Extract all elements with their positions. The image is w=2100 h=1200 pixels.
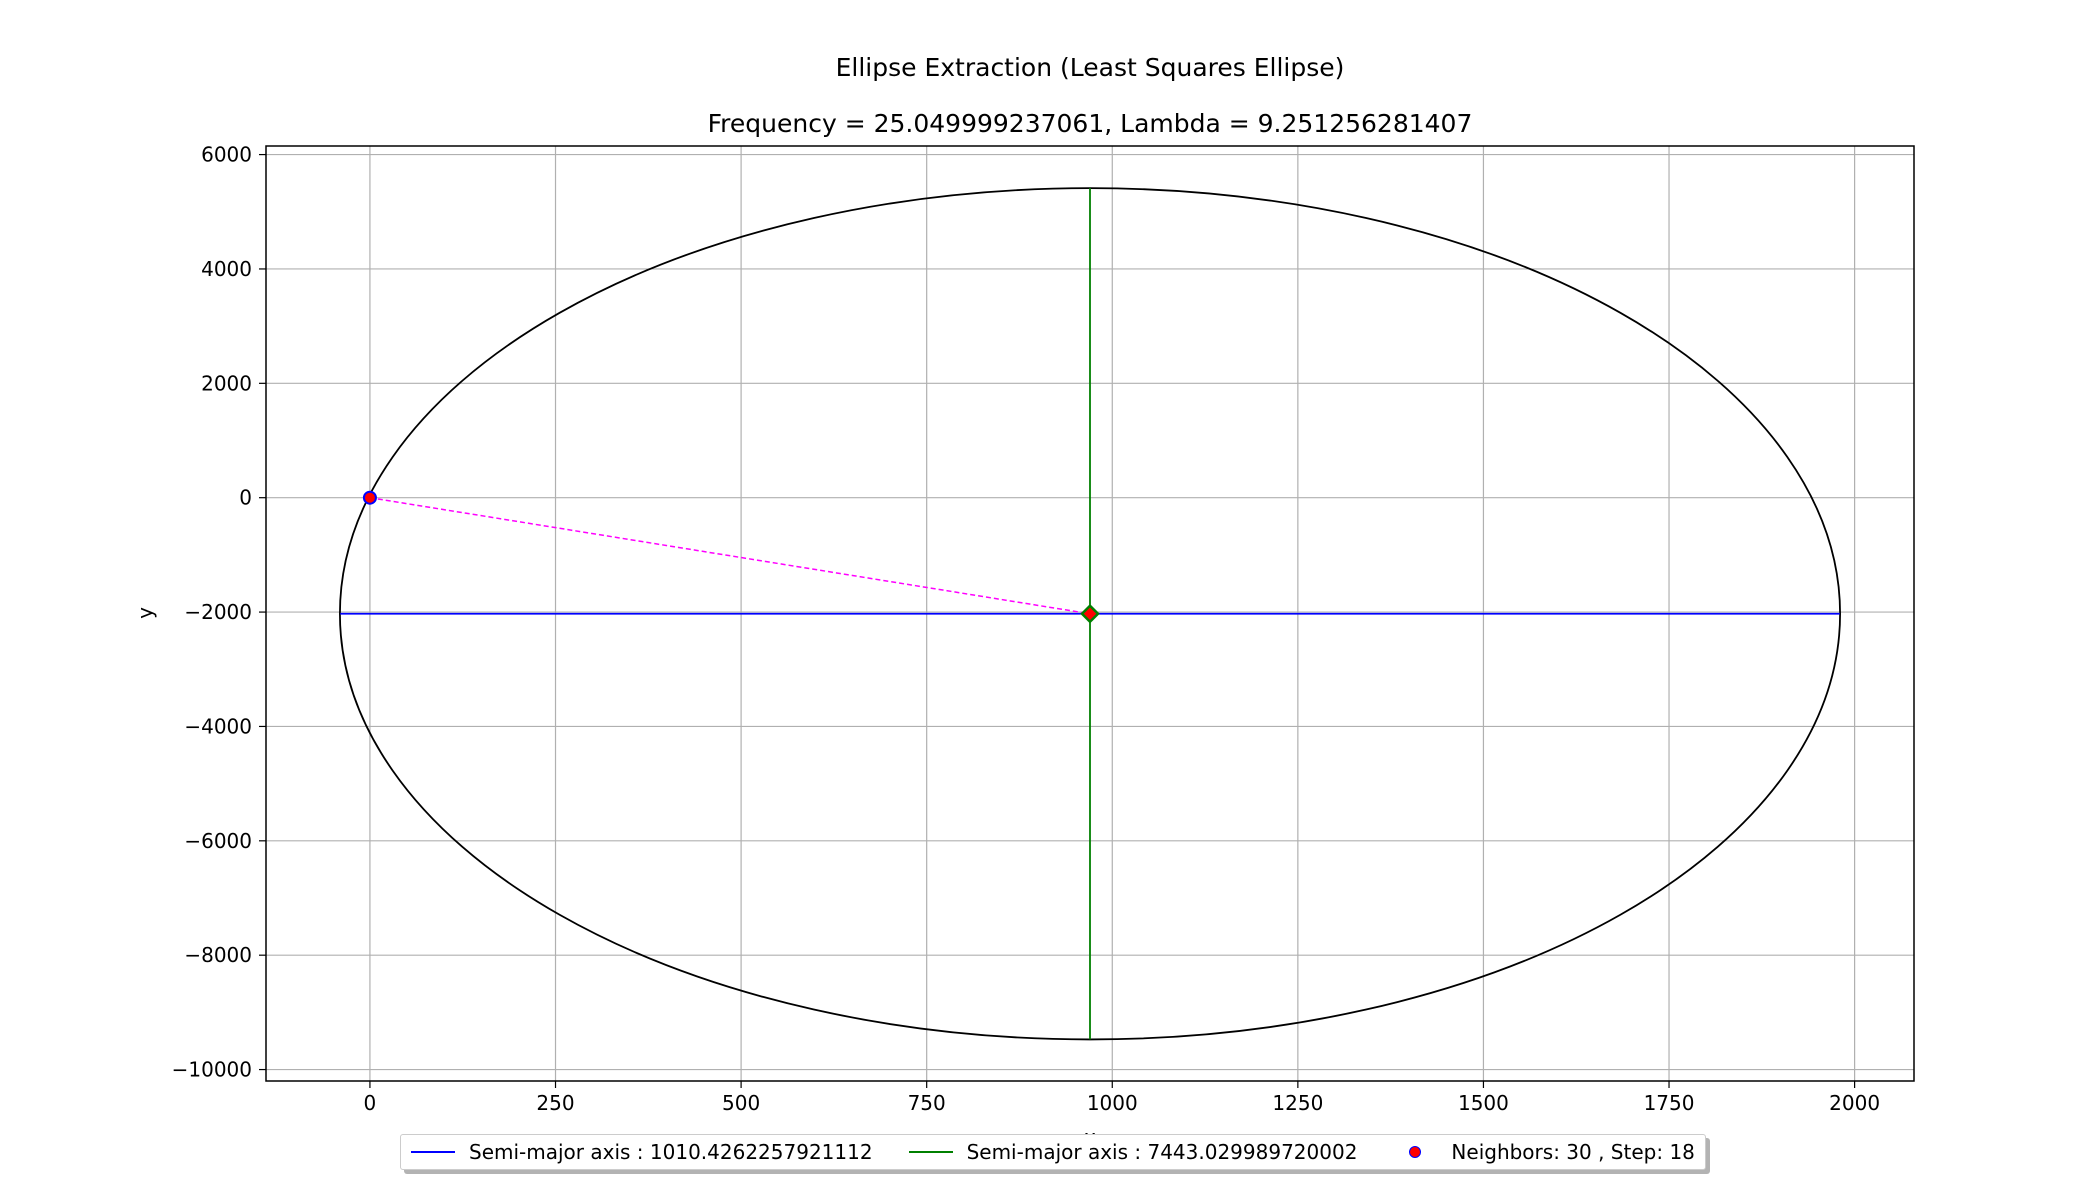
legend-item-neighbors: Neighbors: 30 , Step: 18 xyxy=(1393,1140,1695,1164)
x-tick-label: 1000 xyxy=(1087,1091,1138,1115)
legend-label-green: Semi-major axis : 7443.029989720002 xyxy=(966,1140,1358,1164)
legend: Semi-major axis : 1010.4262257921112 Sem… xyxy=(400,1134,1706,1170)
legend-item-green-axis: Semi-major axis : 7443.029989720002 xyxy=(908,1140,1358,1164)
legend-item-blue-axis: Semi-major axis : 1010.4262257921112 xyxy=(411,1140,873,1164)
y-tick-label: 4000 xyxy=(201,257,252,281)
axis-ticks: 0 250 500 750 1000 1250 1500 1750 2000 6000 4000 20… xyxy=(172,143,1880,1115)
x-tick-label: 1750 xyxy=(1644,1091,1695,1115)
neighbor-point xyxy=(362,490,377,505)
y-tick-label: −8000 xyxy=(184,943,252,967)
axes-frame xyxy=(265,145,1915,1082)
x-tick-label: 0 xyxy=(364,1091,377,1115)
legend-label-blue: Semi-major axis : 1010.4262257921112 xyxy=(469,1140,873,1164)
x-tick-label: 1500 xyxy=(1458,1091,1509,1115)
y-tick-label: −6000 xyxy=(184,829,252,853)
y-tick-label: 2000 xyxy=(201,371,252,395)
chart-subtitle: Frequency = 25.049999237061, Lambda = 9.… xyxy=(708,109,1473,138)
y-tick-label: −4000 xyxy=(184,714,252,738)
y-axis-label: y xyxy=(133,607,157,619)
x-tick-label: 250 xyxy=(536,1091,574,1115)
legend-label-neighbors: Neighbors: 30 , Step: 18 xyxy=(1451,1140,1695,1164)
chart-title: Ellipse Extraction (Least Squares Ellips… xyxy=(836,53,1345,82)
legend-line-blue xyxy=(411,1143,455,1161)
ellipse-center-marker xyxy=(1080,604,1100,624)
y-tick-label: −2000 xyxy=(184,600,252,624)
plot-series xyxy=(339,187,1841,1041)
y-tick-label: 6000 xyxy=(201,143,252,167)
fitted-ellipse xyxy=(339,187,1841,1041)
x-tick-label: 1250 xyxy=(1272,1091,1323,1115)
legend-dot-neighbors xyxy=(1393,1143,1437,1161)
x-tick-label: 750 xyxy=(908,1091,946,1115)
center-connector-line xyxy=(369,496,1091,615)
x-tick-label: 500 xyxy=(722,1091,760,1115)
legend-line-green xyxy=(908,1143,953,1161)
x-tick-label: 2000 xyxy=(1829,1091,1880,1115)
y-tick-label: 0 xyxy=(239,486,252,510)
y-tick-label: −10000 xyxy=(172,1058,252,1082)
